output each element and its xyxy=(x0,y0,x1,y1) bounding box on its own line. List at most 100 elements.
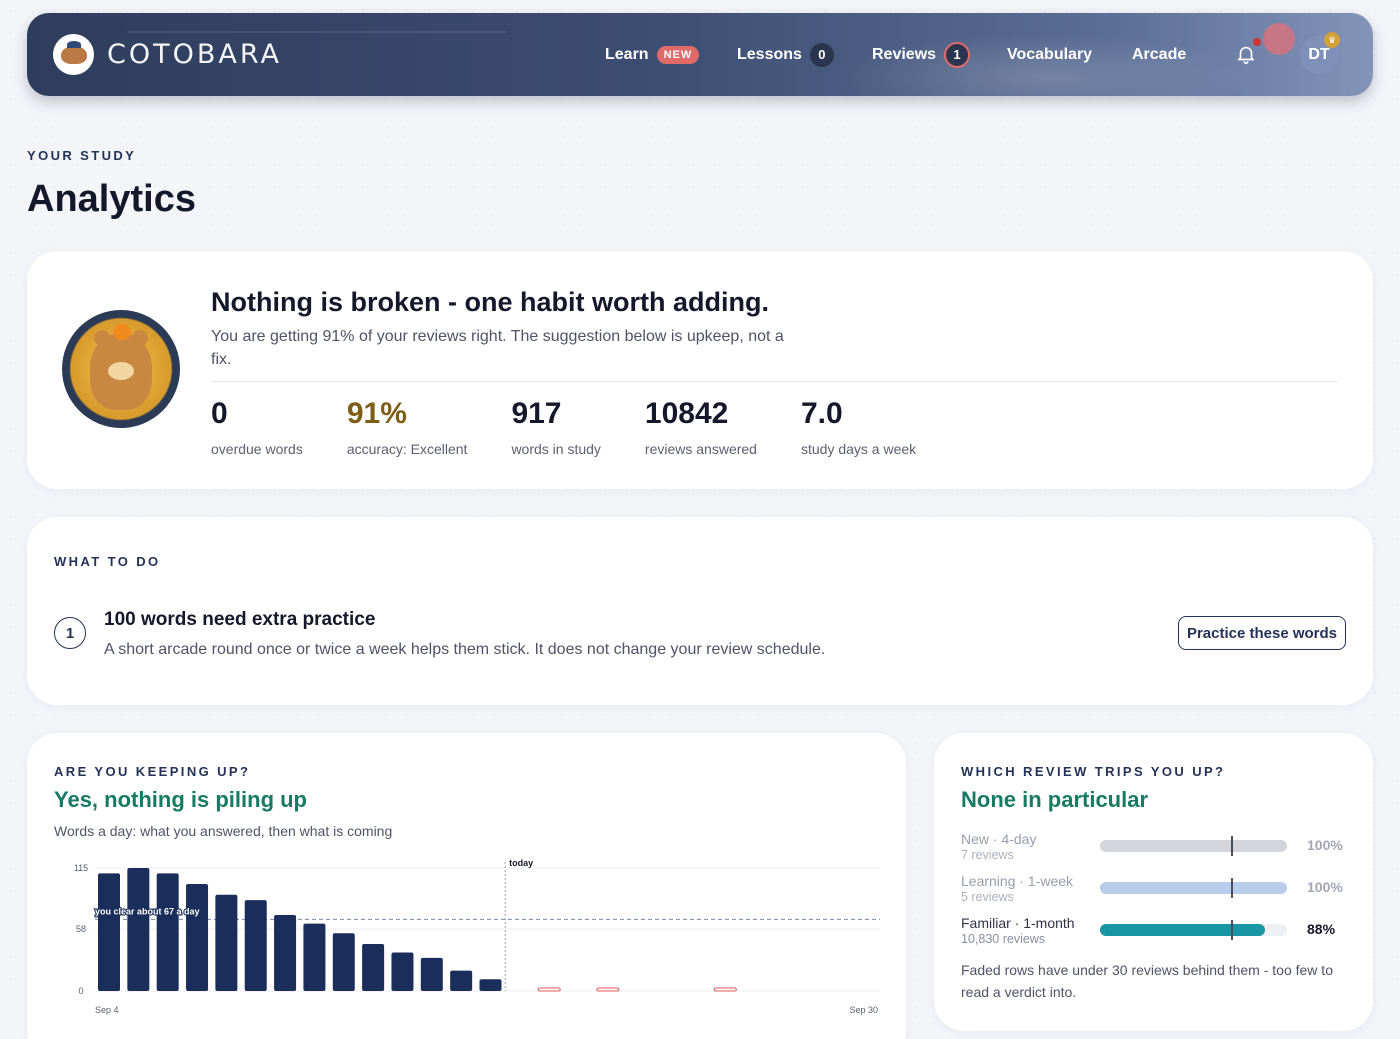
accuracy-bar-fill xyxy=(1100,882,1287,894)
nav-learn-label: Learn xyxy=(605,45,649,63)
review-trips-card: WHICH REVIEW TRIPS YOU UP? None in parti… xyxy=(934,733,1373,1031)
trip-row-reviews: 5 reviews xyxy=(961,890,1014,904)
bar xyxy=(303,923,326,991)
keeping-up-verdict: Yes, nothing is piling up xyxy=(54,787,307,812)
trip-row-name: New · 4-day xyxy=(961,831,1037,847)
target-marker xyxy=(1230,878,1233,898)
brand-name[interactable]: COTOBARA xyxy=(107,39,282,70)
reference-line-label: you clear about 67 a day xyxy=(95,906,200,916)
nav-reviews[interactable]: Reviews 1 xyxy=(872,13,971,96)
section-eyebrow: ARE YOU KEEPING UP? xyxy=(54,764,251,779)
what-to-do-card: WHAT TO DO 1 100 words need extra practi… xyxy=(27,517,1373,705)
todo-text: A short arcade round once or twice a wee… xyxy=(104,641,826,658)
bell-icon[interactable] xyxy=(1235,43,1257,65)
stat-label: reviews answered xyxy=(644,441,757,457)
summary-card: Nothing is broken - one habit worth addi… xyxy=(27,251,1373,489)
stat-label: words in study xyxy=(511,441,601,457)
practice-words-button[interactable]: Practice these words xyxy=(1178,616,1346,650)
trip-row-percent: 88% xyxy=(1307,921,1336,937)
accuracy-bar-fill xyxy=(1100,924,1265,936)
header-decoration-dot xyxy=(1263,23,1295,55)
accuracy-bar xyxy=(1100,836,1287,856)
stat-value: 91% xyxy=(346,397,407,430)
y-tick-label: 0 xyxy=(78,986,83,996)
trip-row-name: Learning · 1-week xyxy=(961,873,1074,889)
trip-row-percent: 100% xyxy=(1307,837,1343,853)
nav-vocabulary[interactable]: Vocabulary xyxy=(1007,13,1092,96)
summary-headline: Nothing is broken - one habit worth addi… xyxy=(211,287,769,317)
section-eyebrow: WHAT TO DO xyxy=(54,554,161,569)
stat-value: 7.0 xyxy=(800,397,843,430)
summary-text: You are getting 91% of your reviews righ… xyxy=(211,328,784,368)
nav-lessons[interactable]: Lessons 0 xyxy=(737,13,834,96)
section-eyebrow: WHICH REVIEW TRIPS YOU UP? xyxy=(961,764,1226,779)
lessons-count-badge: 0 xyxy=(809,42,834,67)
trip-row-reviews: 7 reviews xyxy=(961,848,1014,862)
trip-row-percent: 100% xyxy=(1307,879,1343,895)
bar xyxy=(215,894,238,991)
trip-row-name: Familiar · 1-month xyxy=(961,915,1075,931)
step-number: 1 xyxy=(54,617,86,649)
future-bar-marker xyxy=(596,987,620,992)
bar xyxy=(156,873,179,991)
bar xyxy=(450,970,473,991)
top-navigation-bar: COTOBARA Learn NEW Lessons 0 Reviews 1 V… xyxy=(27,13,1373,96)
trips-verdict: None in particular xyxy=(961,787,1149,812)
future-bar-marker xyxy=(713,987,737,992)
stat-label: overdue words xyxy=(211,441,303,457)
accuracy-bar xyxy=(1100,920,1287,940)
accuracy-bar-fill xyxy=(1100,840,1287,852)
stat-value: 917 xyxy=(511,397,562,430)
stat-value: 10842 xyxy=(644,397,729,430)
stat-overdue: 0 overdue words xyxy=(211,397,303,457)
today-label: today xyxy=(509,858,533,868)
future-bar-marker xyxy=(537,987,561,992)
nav-arcade[interactable]: Arcade xyxy=(1132,13,1186,96)
header-decoration xyxy=(127,31,507,33)
todo-title: 100 words need extra practice xyxy=(104,609,376,630)
bar xyxy=(420,957,443,991)
stat-value: 0 xyxy=(211,397,228,430)
trips-note: Faded rows have under 30 reviews behind … xyxy=(961,962,1333,1000)
nav-arcade-label: Arcade xyxy=(1132,45,1187,63)
nav-vocabulary-label: Vocabulary xyxy=(1007,45,1093,63)
accuracy-bar xyxy=(1100,878,1287,898)
crown-icon: ♛ xyxy=(1324,32,1340,48)
trip-row-reviews: 10,830 reviews xyxy=(961,932,1046,946)
divider xyxy=(211,381,1338,382)
bar xyxy=(186,884,209,991)
y-tick-label: 58 xyxy=(76,924,86,934)
new-badge: NEW xyxy=(656,45,700,64)
nav-learn[interactable]: Learn NEW xyxy=(605,13,700,96)
bar xyxy=(127,868,150,991)
target-marker xyxy=(1230,836,1233,856)
stat-label: accuracy: Excellent xyxy=(346,441,468,457)
x-tick-label-start: Sep 4 xyxy=(95,1005,119,1015)
capybara-logo-icon[interactable] xyxy=(53,34,94,75)
page-eyebrow: YOUR STUDY xyxy=(27,148,137,163)
target-marker xyxy=(1230,920,1233,940)
keeping-up-card: ARE YOU KEEPING UP? Yes, nothing is pili… xyxy=(27,733,906,1039)
chart-subtitle: Words a day: what you answered, then wha… xyxy=(54,823,393,839)
trip-row-new: New · 4-day 7 reviews 100% xyxy=(961,831,1361,867)
trip-row-learning: Learning · 1-week 5 reviews 100% xyxy=(961,873,1361,909)
nav-lessons-label: Lessons xyxy=(737,45,802,63)
daily-words-chart: 0 58 115 today you clear about 67 a day Sep 4… xyxy=(74,858,880,1015)
nav-reviews-label: Reviews xyxy=(872,45,937,63)
bar xyxy=(479,979,502,991)
y-tick-label: 115 xyxy=(74,863,88,873)
stat-label: study days a week xyxy=(800,441,917,457)
bar xyxy=(362,943,385,991)
stat-study-days: 7.0 study days a week xyxy=(801,397,916,457)
x-tick-label-end: Sep 30 xyxy=(849,1005,878,1015)
bar xyxy=(98,873,120,991)
mascot-icon xyxy=(62,310,180,428)
stat-words-in-study: 917 words in study xyxy=(511,397,600,457)
header-glow xyxy=(833,33,1253,96)
page-title: Analytics xyxy=(27,178,196,220)
bar xyxy=(274,915,297,991)
bar xyxy=(332,933,355,991)
stats-row: 0 overdue words 91% accuracy: Excellent … xyxy=(211,397,960,457)
notification-dot xyxy=(1253,38,1261,46)
stat-accuracy: 91% accuracy: Excellent xyxy=(347,397,468,457)
